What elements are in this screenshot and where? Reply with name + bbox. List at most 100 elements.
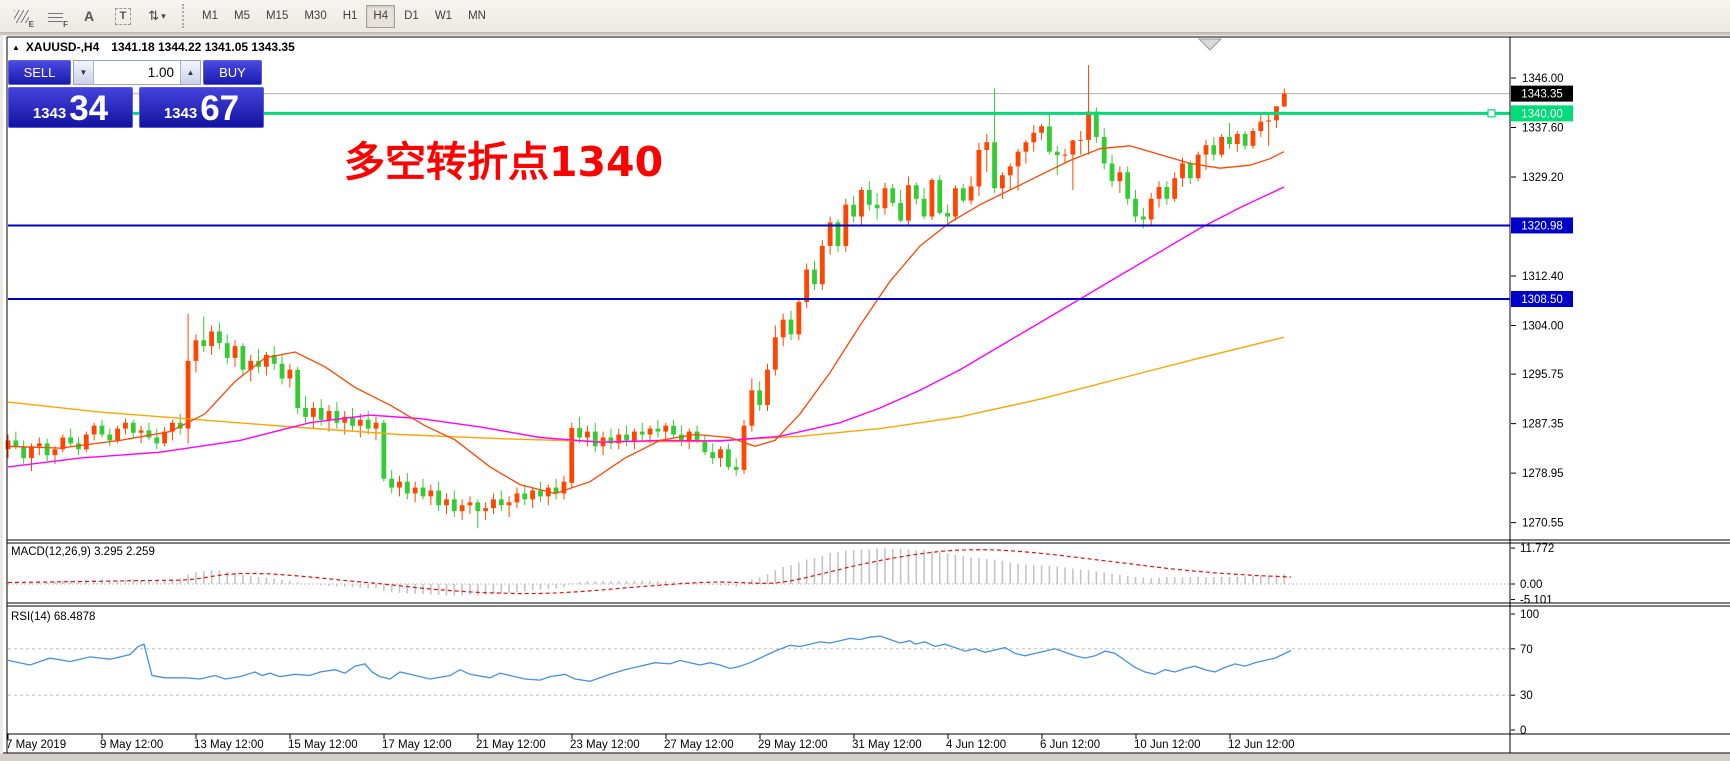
candle-body <box>303 408 308 417</box>
candle-body <box>1000 175 1005 189</box>
candle-body <box>68 437 74 444</box>
timeframe-m30[interactable]: M30 <box>304 10 327 22</box>
macd-axis-label: -5.101 <box>1520 595 1553 607</box>
timeframe-m5[interactable]: M5 <box>233 10 250 22</box>
timeframe-mn[interactable]: MN <box>468 10 486 22</box>
volume-increase-button[interactable]: ▲ <box>180 61 200 84</box>
candle-body <box>639 431 645 435</box>
candle-body <box>1250 131 1256 146</box>
candle-body <box>83 434 89 450</box>
symbol-period: XAUUSD-,H4 <box>25 40 100 54</box>
price-tick-label: 1337.60 <box>1522 123 1564 135</box>
rsi-axis-label: 70 <box>1520 644 1533 656</box>
candle-body <box>1140 216 1146 220</box>
bid-price[interactable]: 1343 34 <box>8 87 133 128</box>
candle-body <box>310 408 316 417</box>
candle-body <box>960 188 966 201</box>
chart-text-annotation[interactable]: 多空转折点1340 <box>344 138 664 186</box>
candle-body <box>467 502 473 506</box>
candle-body <box>796 301 802 335</box>
candle-body <box>530 490 536 500</box>
candle-body <box>1148 198 1154 220</box>
text-icon: A <box>83 8 95 24</box>
candle-body <box>906 185 911 221</box>
candle-body <box>263 354 269 367</box>
buy-button[interactable]: BUY <box>203 60 262 85</box>
timeframe-m15[interactable]: M15 <box>265 10 289 22</box>
candle-body <box>326 410 332 420</box>
candle-body <box>1054 151 1060 156</box>
volume-stepper: ▼ ▲ <box>73 60 201 85</box>
candle-body <box>913 185 919 199</box>
arrows-tool[interactable]: ⇅ ▾ <box>142 3 172 29</box>
candle-body <box>1046 126 1052 152</box>
candle-body <box>968 186 974 201</box>
last-price-badge-label: 1343.35 <box>1521 89 1563 101</box>
candle-body <box>553 487 559 494</box>
time-axis-label: 7 May 2019 <box>6 739 66 751</box>
candle-body <box>5 440 11 450</box>
candle-body <box>592 431 598 447</box>
time-axis-label: 6 Jun 12:00 <box>1040 739 1100 751</box>
toolbar: E F A T ⇅ ▾ M1 M5 M15 M30 H1 H4 D1 W1 MN <box>0 0 1730 33</box>
timeframe-w1[interactable]: W1 <box>434 10 453 22</box>
candle-body <box>357 419 363 426</box>
timeframe-m1[interactable]: M1 <box>202 10 218 22</box>
candle-body <box>1007 166 1013 176</box>
candle-body <box>428 490 434 497</box>
hline-1308-badge <box>1511 290 1573 307</box>
candle-body <box>992 142 997 189</box>
candle-body <box>569 428 575 483</box>
chart-shift-marker-icon[interactable] <box>1197 38 1223 51</box>
candle-body <box>162 431 167 444</box>
hline-1308-badge-label: 1308.50 <box>1521 294 1563 306</box>
candle-body <box>1031 132 1037 143</box>
candle-body <box>498 499 504 506</box>
timeframe-h4[interactable]: H4 <box>366 4 396 28</box>
text-label-tool[interactable]: T <box>108 3 138 29</box>
candle-body <box>882 188 888 209</box>
timeframe-d1[interactable]: D1 <box>404 10 419 22</box>
one-click-trading-panel: SELL ▼ ▲ BUY 1343 34 1343 67 <box>8 60 264 128</box>
timeframe-h1[interactable]: H1 <box>342 10 358 22</box>
candle-body <box>342 416 348 423</box>
fibonacci-tool[interactable]: F <box>40 3 70 29</box>
time-axis-label: 31 May 12:00 <box>852 739 922 751</box>
candle-body <box>953 188 958 217</box>
chevron-down-icon: ▾ <box>161 10 166 21</box>
candle-body <box>827 222 833 246</box>
hline-handle[interactable] <box>1487 109 1496 118</box>
candle-body <box>365 419 371 429</box>
candle-body <box>1086 111 1091 140</box>
volume-decrease-button[interactable]: ▼ <box>74 61 94 84</box>
volume-input[interactable] <box>94 61 180 84</box>
candle-body <box>475 502 481 512</box>
candle-body <box>1203 145 1209 155</box>
rsi-line <box>7 635 1292 682</box>
price-tick-label: 1346.00 <box>1522 73 1564 85</box>
ask-price[interactable]: 1343 67 <box>139 87 264 128</box>
candle-body <box>772 337 778 370</box>
candle-body <box>655 428 661 432</box>
ma-slow-line <box>7 336 1285 443</box>
toolbar-separator <box>182 4 187 28</box>
candle-body <box>561 481 567 494</box>
candle-body <box>444 499 449 506</box>
candle-body <box>1101 136 1107 164</box>
price-tick-label: 1270.55 <box>1522 518 1564 530</box>
sell-button[interactable]: SELL <box>8 60 71 85</box>
equidistant-channel-tool[interactable]: E <box>6 3 36 29</box>
candle-body <box>130 422 136 433</box>
text-tool[interactable]: A <box>74 3 104 29</box>
candle-body <box>185 360 191 429</box>
candle-body <box>224 343 230 358</box>
candle-body <box>812 269 817 285</box>
price-tick-label: 1329.20 <box>1522 172 1564 184</box>
candle-body <box>397 481 402 488</box>
candle-body <box>725 449 731 467</box>
candle-body <box>976 149 982 187</box>
candle-body <box>874 204 880 209</box>
candle-body <box>279 363 285 379</box>
price-tick-label: 1312.40 <box>1522 271 1564 283</box>
